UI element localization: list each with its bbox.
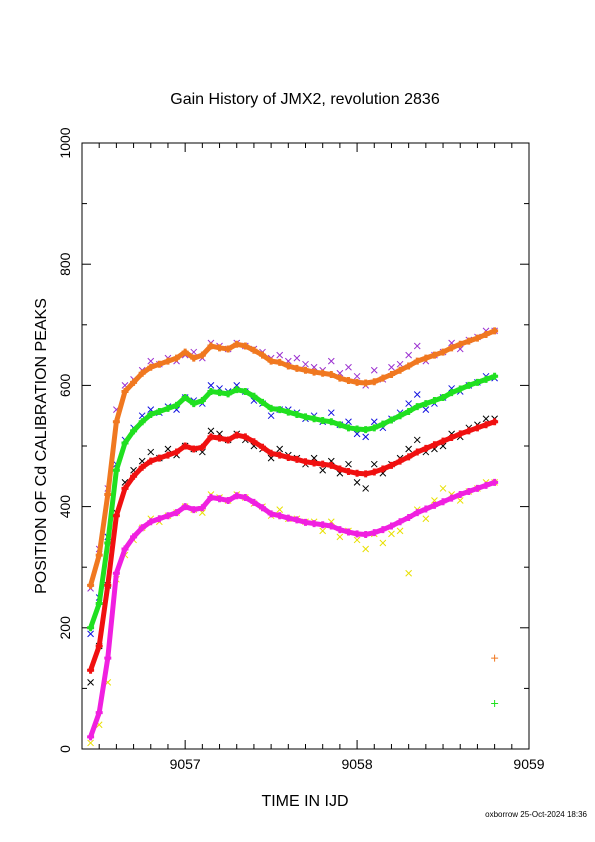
tick-labels: 0 200 400 600 800 1000 9057 9058 9059 — [57, 127, 545, 772]
data-point — [207, 427, 215, 435]
y-tick-label: 600 — [57, 374, 73, 398]
data-point — [482, 415, 490, 423]
data-point — [267, 412, 275, 420]
series-marker-9 — [491, 700, 499, 708]
y-tick-label: 200 — [57, 616, 73, 640]
data-point — [491, 654, 499, 662]
data-point — [327, 357, 335, 365]
x-tick-label: 9057 — [170, 756, 201, 772]
axis-ticks — [81, 142, 530, 750]
data-point — [345, 363, 352, 371]
data-point — [302, 360, 309, 368]
series-fit-line — [88, 328, 498, 588]
data-point — [413, 436, 421, 444]
data-point — [164, 445, 172, 453]
data-point — [276, 351, 284, 359]
data-point — [422, 515, 430, 523]
data-point — [87, 630, 94, 638]
data-point — [310, 454, 318, 462]
data-point — [233, 382, 241, 389]
data-point — [87, 739, 94, 747]
chart-title: Gain History of JMX2, revolution 2836 — [170, 91, 440, 108]
data-point — [207, 382, 215, 389]
data-point — [353, 536, 361, 544]
data-point — [276, 506, 284, 513]
data-point — [405, 400, 413, 407]
series-fit-5 — [87, 372, 499, 632]
data-point — [388, 363, 395, 371]
data-point — [396, 360, 404, 368]
data-point — [388, 530, 395, 538]
data-point — [147, 448, 155, 456]
data-point — [87, 678, 94, 686]
data-point — [293, 354, 301, 362]
x-tick-label: 9059 — [513, 756, 544, 772]
data-point — [396, 527, 404, 535]
y-tick-label: 800 — [57, 252, 73, 276]
y-tick-label: 1000 — [57, 127, 73, 158]
data-point — [362, 433, 370, 441]
y-tick-label: 400 — [57, 495, 73, 519]
plot-frame — [81, 142, 530, 750]
data-point — [353, 479, 361, 486]
data-point — [413, 391, 421, 398]
series-fit-line — [88, 373, 498, 631]
footer-stamp: oxborrow 25-Oct-2024 18:36 — [485, 810, 587, 819]
data-point — [362, 545, 370, 553]
data-point — [370, 460, 378, 468]
x-tick-label: 9058 — [341, 756, 372, 772]
data-point — [276, 445, 284, 453]
series-fit-4 — [87, 327, 499, 589]
y-axis-label: POSITION OF Cd CALIBRATION PEAKS — [33, 298, 50, 594]
data-point — [439, 485, 447, 492]
data-point — [345, 460, 352, 468]
series-fit-6 — [87, 418, 499, 674]
data-point — [336, 533, 344, 541]
data-point — [456, 497, 464, 504]
data-point — [353, 372, 361, 380]
data-point — [413, 342, 421, 350]
x-axis-label: TIME IN IJD — [261, 793, 348, 810]
data-point — [327, 409, 335, 417]
data-point — [319, 466, 327, 474]
data-point — [370, 418, 378, 426]
series-fit-line — [88, 419, 498, 673]
data-point — [319, 527, 327, 535]
data-point — [379, 539, 387, 547]
y-tick-label: 0 — [57, 745, 73, 753]
data-point — [370, 366, 378, 374]
data-point — [405, 445, 413, 453]
data-point — [491, 700, 499, 708]
data-point — [405, 351, 413, 359]
series-fit-line — [88, 479, 498, 740]
data-point — [353, 430, 361, 438]
data-point — [362, 485, 370, 492]
data-point — [345, 418, 352, 426]
data-point — [147, 357, 155, 365]
data-point — [405, 569, 413, 577]
series-fit-7 — [87, 478, 499, 741]
data-point — [422, 406, 430, 413]
series-marker-8 — [491, 654, 499, 662]
data-marks — [87, 327, 499, 747]
